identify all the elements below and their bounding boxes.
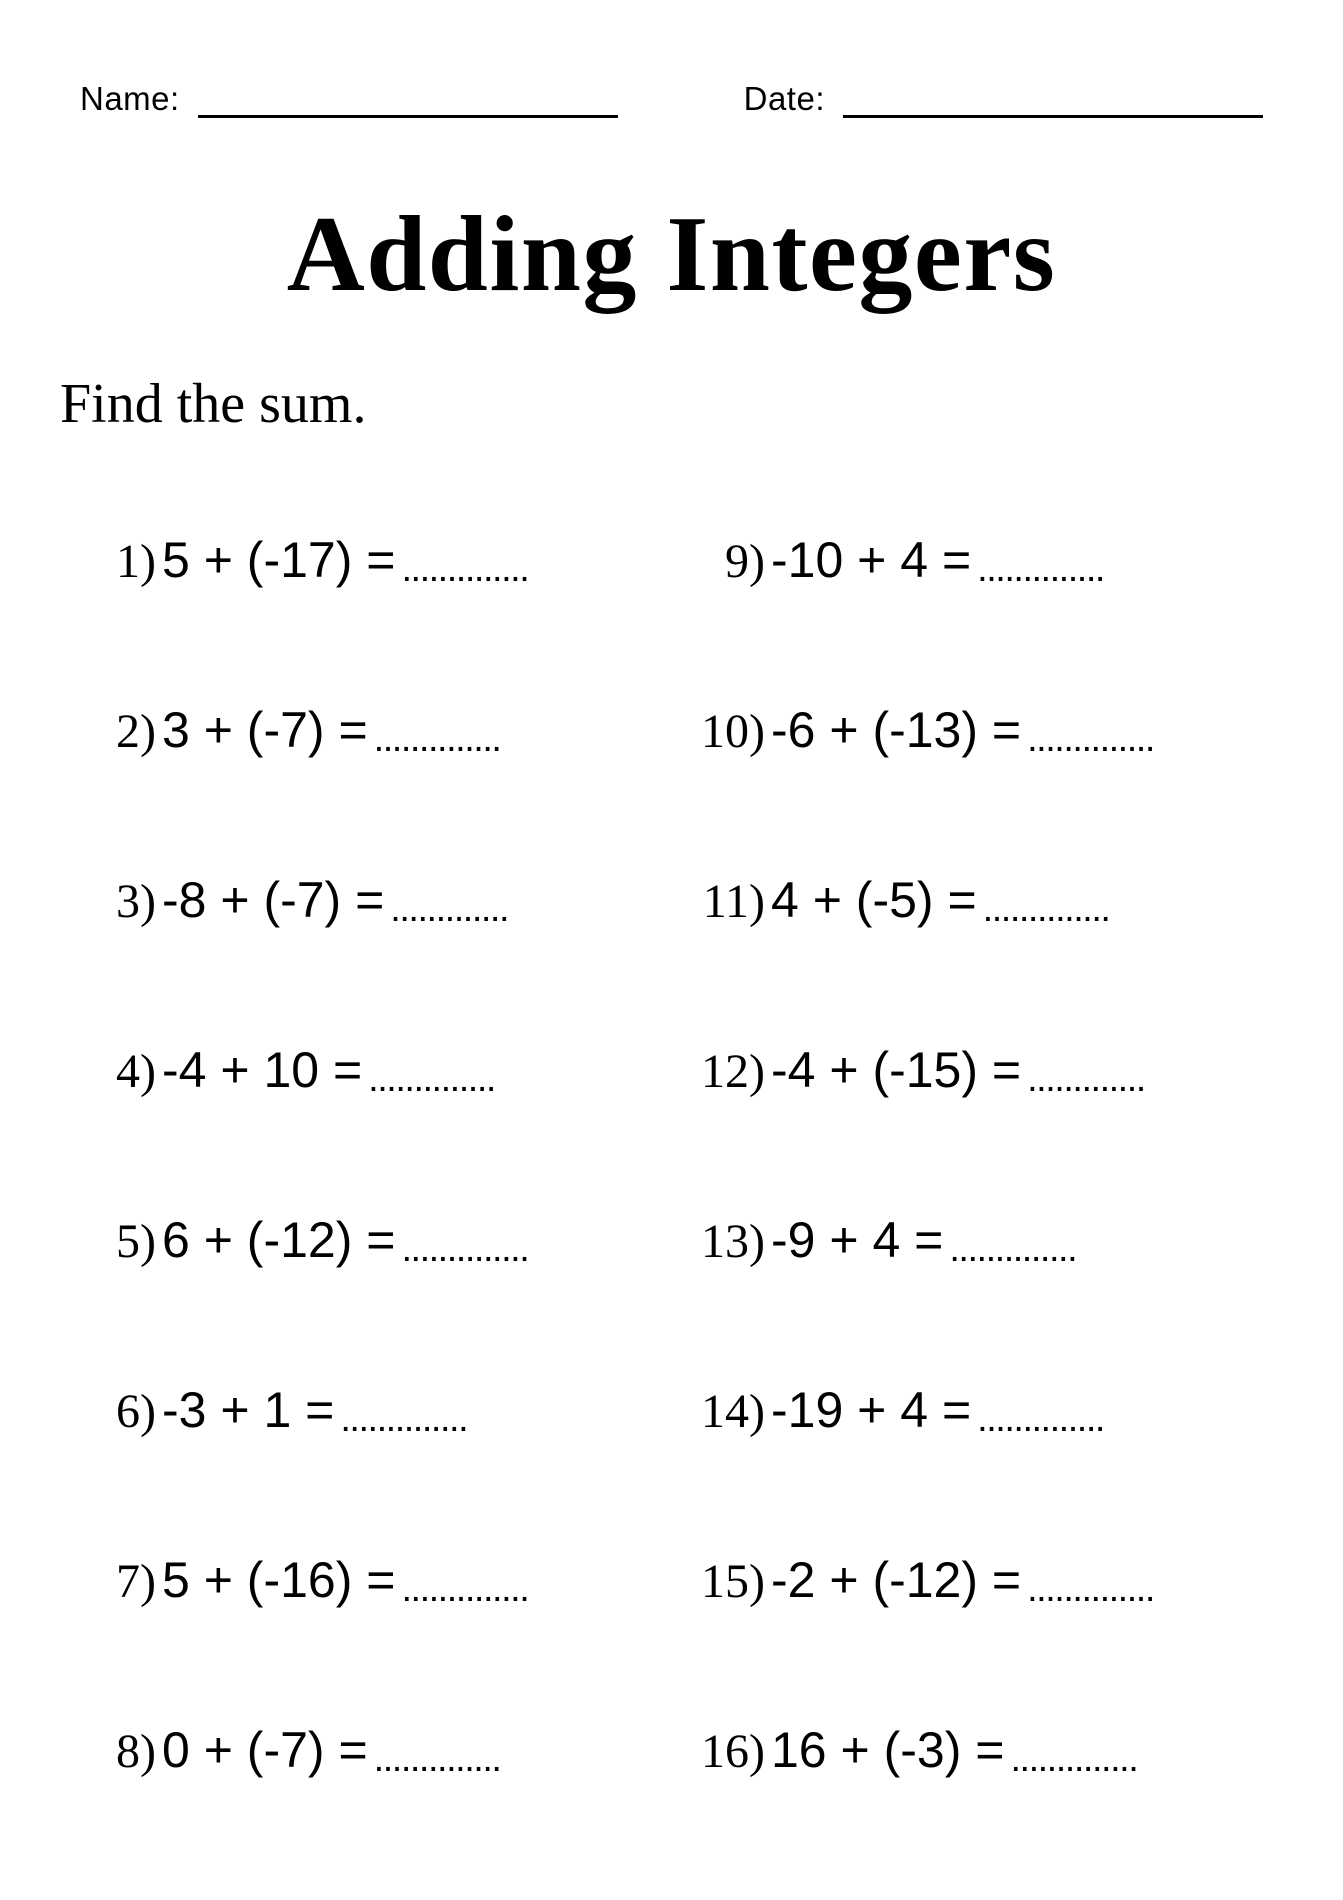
problem-number: 2) — [80, 704, 160, 759]
answer-blank[interactable]: .............. — [977, 888, 1110, 931]
problem-item: 11) 4 + (-5) = .............. — [689, 871, 1263, 929]
problem-item: 16) 16 + (-3) = .............. — [689, 1721, 1263, 1779]
problem-item: 3) -8 + (-7) = ............. — [80, 871, 654, 929]
problem-expr: -4 + 10 = — [160, 1041, 362, 1099]
problem-expr: 16 + (-3) = — [769, 1721, 1004, 1779]
problem-item: 5) 6 + (-12) = .............. — [80, 1211, 654, 1269]
problems-grid: 1) 5 + (-17) = .............. 2) 3 + (-7… — [80, 531, 1263, 1779]
answer-blank[interactable]: .............. — [1021, 718, 1154, 761]
problem-number: 12) — [689, 1044, 769, 1099]
problem-number: 16) — [689, 1724, 769, 1779]
name-label: Name: — [80, 80, 180, 118]
problem-number: 14) — [689, 1384, 769, 1439]
problem-number: 11) — [689, 874, 769, 929]
problem-item: 6) -3 + 1 = .............. — [80, 1381, 654, 1439]
date-blank-line[interactable] — [843, 115, 1263, 118]
answer-blank[interactable]: .............. — [395, 1228, 528, 1271]
problem-expr: -3 + 1 = — [160, 1381, 334, 1439]
problem-number: 13) — [689, 1214, 769, 1269]
problem-number: 6) — [80, 1384, 160, 1439]
problem-item: 14) -19 + 4 = .............. — [689, 1381, 1263, 1439]
problem-item: 4) -4 + 10 = .............. — [80, 1041, 654, 1099]
problem-item: 9) -10 + 4 = .............. — [689, 531, 1263, 589]
problem-expr: -8 + (-7) = — [160, 871, 384, 929]
problem-expr: -9 + 4 = — [769, 1211, 943, 1269]
worksheet-page: Name: Date: Adding Integers Find the sum… — [0, 0, 1343, 1900]
problem-number: 5) — [80, 1214, 160, 1269]
answer-blank[interactable]: .............. — [368, 718, 501, 761]
problem-expr: -4 + (-15) = — [769, 1041, 1021, 1099]
page-title: Adding Integers — [80, 193, 1263, 317]
answer-blank[interactable]: .............. — [362, 1058, 495, 1101]
answer-blank[interactable]: .............. — [943, 1228, 1076, 1271]
date-label: Date: — [744, 80, 825, 118]
problem-number: 1) — [80, 534, 160, 589]
problem-item: 1) 5 + (-17) = .............. — [80, 531, 654, 589]
problem-expr: 4 + (-5) = — [769, 871, 977, 929]
answer-blank[interactable]: .............. — [971, 1398, 1104, 1441]
problem-number: 4) — [80, 1044, 160, 1099]
problem-item: 15) -2 + (-12) = .............. — [689, 1551, 1263, 1609]
problem-number: 3) — [80, 874, 160, 929]
problem-expr: 5 + (-16) = — [160, 1551, 395, 1609]
problem-item: 12) -4 + (-15) = ............. — [689, 1041, 1263, 1099]
answer-blank[interactable]: ............. — [384, 888, 508, 931]
problem-item: 13) -9 + 4 = .............. — [689, 1211, 1263, 1269]
name-field: Name: — [80, 80, 618, 118]
problem-expr: 3 + (-7) = — [160, 701, 368, 759]
instruction-text: Find the sum. — [60, 372, 1263, 436]
problem-expr: -6 + (-13) = — [769, 701, 1021, 759]
problem-item: 10) -6 + (-13) = .............. — [689, 701, 1263, 759]
problem-expr: 6 + (-12) = — [160, 1211, 395, 1269]
problem-item: 8) 0 + (-7) = .............. — [80, 1721, 654, 1779]
answer-blank[interactable]: .............. — [334, 1398, 467, 1441]
header-row: Name: Date: — [80, 80, 1263, 118]
problem-item: 2) 3 + (-7) = .............. — [80, 701, 654, 759]
answer-blank[interactable]: .............. — [395, 548, 528, 591]
problem-expr: -2 + (-12) = — [769, 1551, 1021, 1609]
answer-blank[interactable]: ............. — [1021, 1058, 1145, 1101]
problem-expr: -19 + 4 = — [769, 1381, 971, 1439]
problem-expr: 5 + (-17) = — [160, 531, 395, 589]
date-field: Date: — [744, 80, 1263, 118]
problem-number: 9) — [689, 534, 769, 589]
problem-number: 7) — [80, 1554, 160, 1609]
problem-expr: 0 + (-7) = — [160, 1721, 368, 1779]
answer-blank[interactable]: .............. — [971, 548, 1104, 591]
answer-blank[interactable]: .............. — [368, 1738, 501, 1781]
answer-blank[interactable]: .............. — [1021, 1568, 1154, 1611]
problem-number: 10) — [689, 704, 769, 759]
problem-number: 8) — [80, 1724, 160, 1779]
name-blank-line[interactable] — [198, 115, 618, 118]
problem-expr: -10 + 4 = — [769, 531, 971, 589]
problem-item: 7) 5 + (-16) = .............. — [80, 1551, 654, 1609]
answer-blank[interactable]: .............. — [1004, 1738, 1137, 1781]
answer-blank[interactable]: .............. — [395, 1568, 528, 1611]
problem-number: 15) — [689, 1554, 769, 1609]
